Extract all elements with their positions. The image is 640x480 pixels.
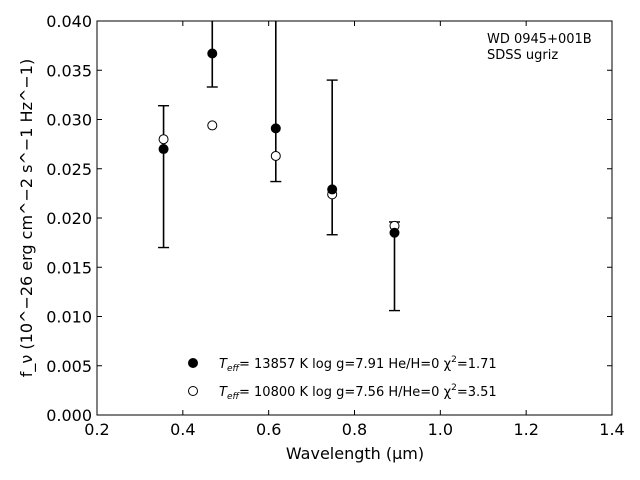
y-tick-label: 0.030 <box>46 111 92 130</box>
legend-teff-model: T <box>219 385 228 400</box>
x-tick-label: 0.8 <box>342 420 367 439</box>
legend-text-observed: = 13857 K log g=7.91 He/H=0 χ <box>239 357 452 372</box>
observed-point <box>158 144 169 155</box>
legend-marker-filled <box>188 358 198 368</box>
y-tick-label: 0.000 <box>46 406 92 425</box>
y-tick-label: 0.005 <box>46 357 92 376</box>
x-tick-label: 0.2 <box>84 420 109 439</box>
y-tick-label: 0.015 <box>46 258 92 277</box>
observed-point <box>207 48 218 59</box>
legend-chi-value-model: =3.51 <box>457 385 497 400</box>
observed-point <box>389 227 400 238</box>
x-tick-label: 0.4 <box>170 420 195 439</box>
x-axis-label: Wavelength (μm) <box>286 444 424 463</box>
y-axis-label: f_ν (10^−26 erg cm^−2 s^−1 Hz^−1) <box>17 59 37 377</box>
data-points <box>158 48 400 238</box>
x-tick-label: 0.6 <box>256 420 281 439</box>
y-tick-label: 0.020 <box>46 209 92 228</box>
annotation-object-name: WD 0945+001B <box>487 32 592 47</box>
x-tick-label: 1.0 <box>428 420 453 439</box>
legend-text-model: = 10800 K log g=7.56 H/He=0 χ <box>239 385 452 400</box>
y-tick-label: 0.010 <box>46 308 92 327</box>
legend-chi-sup-observed: 2 <box>451 355 457 365</box>
legend-teff-observed: T <box>219 357 228 372</box>
model-point <box>207 120 218 131</box>
legend: Teff= 13857 K log g=7.91 He/H=0 χ2=1.71 … <box>188 355 497 402</box>
legend-entry-observed: Teff= 13857 K log g=7.91 He/H=0 χ2=1.71 <box>219 355 497 374</box>
legend-marker-open <box>188 386 198 396</box>
legend-teff-sub-model: eff <box>227 392 241 402</box>
error-bars <box>158 21 400 312</box>
x-tick-label: 1.4 <box>599 420 624 439</box>
plot-frame <box>96 20 613 416</box>
legend-entry-model: Teff= 10800 K log g=7.56 H/He=0 χ2=3.51 <box>219 383 497 402</box>
y-axis-ticks: 0.000 0.005 0.010 0.015 0.020 0.025 0.030 0.035… <box>46 12 612 425</box>
legend-chi-sup-model: 2 <box>451 383 457 393</box>
y-tick-label: 0.035 <box>46 61 92 80</box>
x-axis-ticks: 0.2 0.4 0.6 0.8 1.0 1.2 1.4 <box>84 21 625 439</box>
annotation-photometry: SDSS ugriz <box>487 48 558 63</box>
observed-point <box>327 184 338 195</box>
legend-chi-value-observed: =1.71 <box>457 357 497 372</box>
x-tick-label: 1.2 <box>513 420 538 439</box>
y-tick-label: 0.040 <box>46 12 92 31</box>
legend-teff-sub-observed: eff <box>227 364 241 374</box>
model-point <box>158 134 169 145</box>
y-tick-label: 0.025 <box>46 160 92 179</box>
observed-point <box>270 123 281 134</box>
model-point <box>270 150 281 161</box>
